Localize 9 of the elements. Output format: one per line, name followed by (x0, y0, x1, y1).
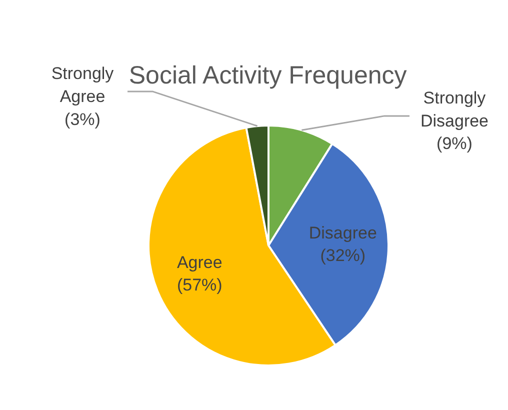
slice-label: Strongly Agree (51, 64, 114, 106)
data-label: (3%) (64, 110, 100, 129)
slice-label: Disagree (308, 223, 377, 242)
data-label: (57%) (176, 276, 222, 295)
slice-label: Strongly Disagree (420, 88, 489, 130)
data-label: (32%) (320, 246, 366, 266)
chart-title: Social Activity Frequency (128, 62, 408, 90)
data-label: (9%) (436, 134, 472, 154)
slice-label: Agree (176, 252, 222, 272)
